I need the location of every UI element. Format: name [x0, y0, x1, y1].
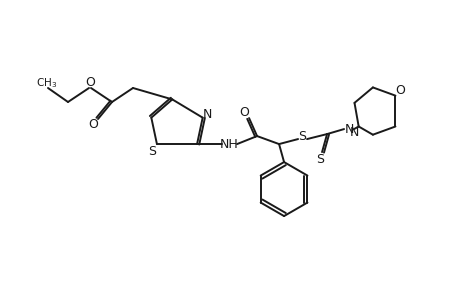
Text: O: O	[85, 76, 95, 88]
Text: S: S	[315, 153, 323, 166]
Text: N: N	[202, 108, 212, 121]
Text: S: S	[148, 145, 156, 158]
Text: O: O	[88, 118, 98, 130]
Text: N: N	[344, 123, 353, 136]
Text: S: S	[297, 130, 305, 142]
Text: CH$_3$: CH$_3$	[36, 76, 57, 90]
Text: O: O	[239, 106, 248, 118]
Text: NH: NH	[219, 138, 238, 151]
Text: N: N	[349, 126, 358, 139]
Text: O: O	[395, 84, 404, 97]
